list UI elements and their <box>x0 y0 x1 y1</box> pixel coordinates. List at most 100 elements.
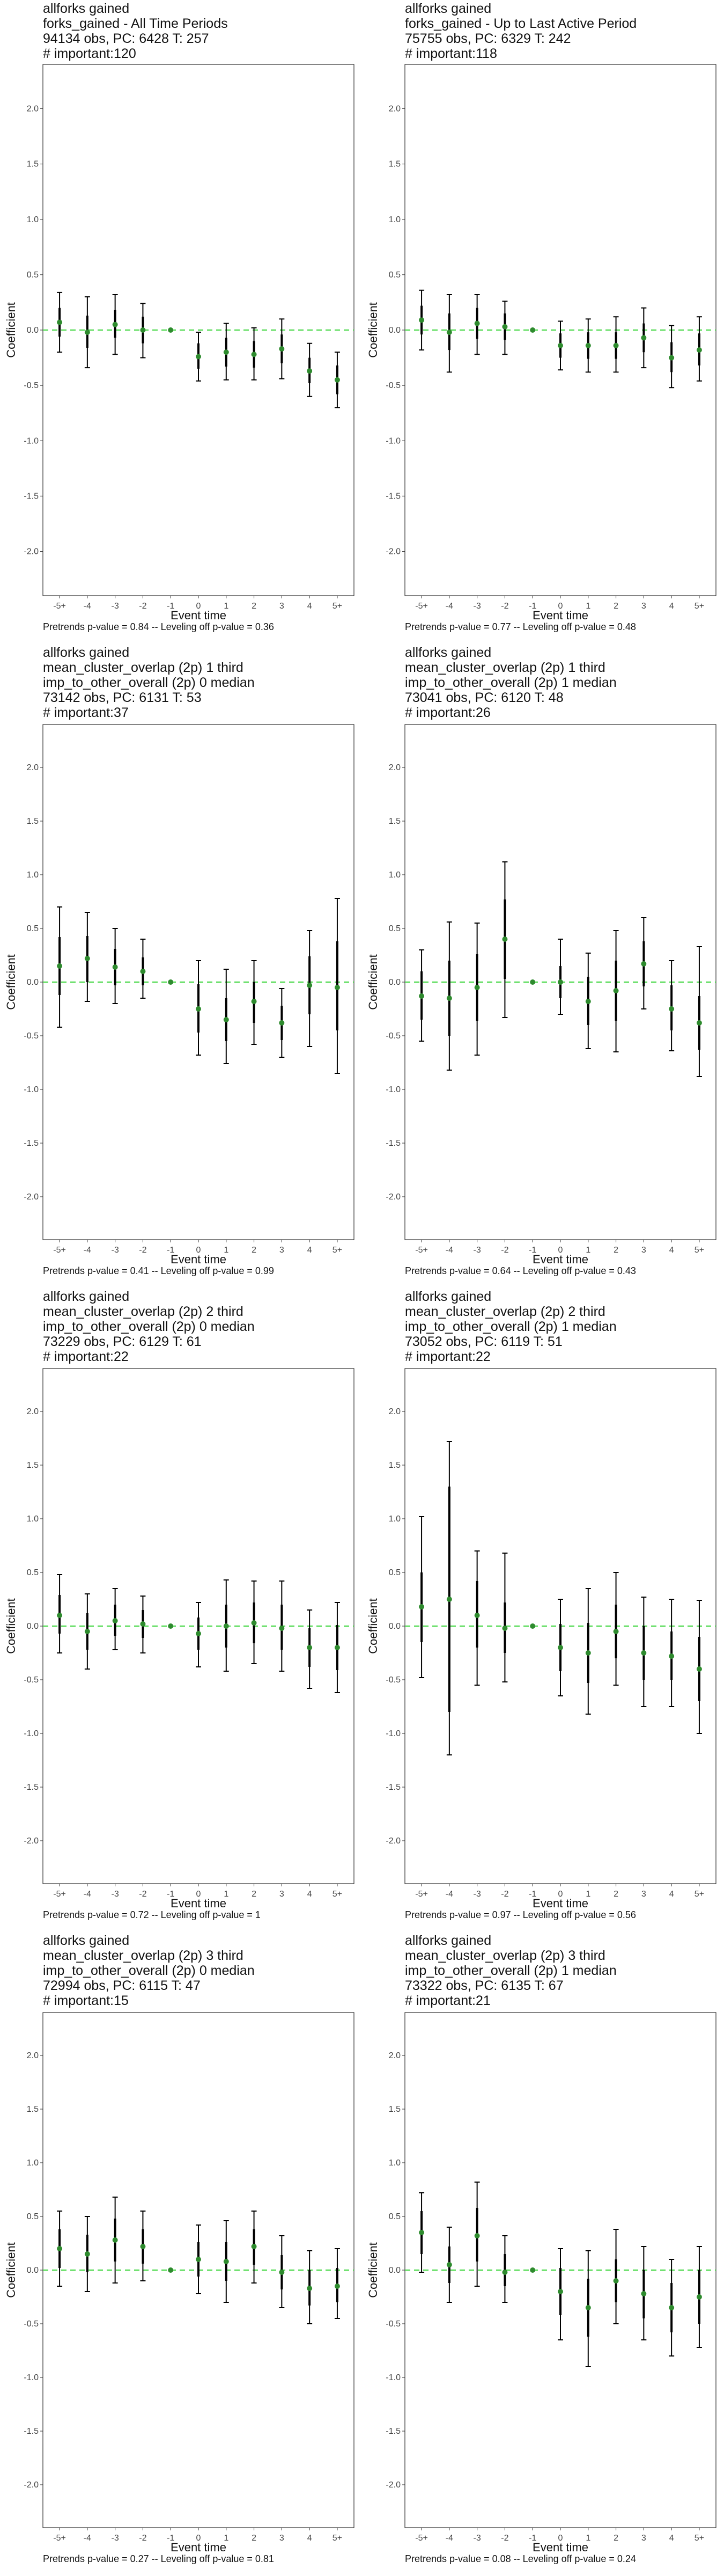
y-tick-label: 1.0 <box>389 1514 401 1524</box>
pvalue-caption: Pretrends p-value = 0.64 -- Leveling off… <box>405 1265 636 1276</box>
y-tick-label: -0.5 <box>24 1675 39 1685</box>
chart-title-line: allforks gained <box>405 1933 492 1948</box>
coefficient-point <box>696 2294 702 2300</box>
y-axis-title: Coefficient <box>4 2242 18 2298</box>
chart-title-line: forks_gained - Up to Last Active Period <box>405 16 637 31</box>
coefficient-point <box>558 2289 563 2294</box>
x-tick-label: -2 <box>501 1246 508 1255</box>
chart-title: allforks gained mean_cluster_overlap (2p)… <box>43 1933 255 2008</box>
x-tick-label: -5+ <box>415 1890 428 1899</box>
x-tick-label: -4 <box>84 1246 91 1255</box>
x-tick-label: 5+ <box>695 1890 704 1899</box>
y-tick-label: 1.0 <box>27 870 39 880</box>
x-tick-label: 3 <box>279 2534 284 2543</box>
chart-title-line: # important:22 <box>405 1349 491 1364</box>
chart-title-line: imp_to_other_overall (2p) 0 median <box>43 1319 255 1334</box>
x-tick-label: 5+ <box>333 1246 342 1255</box>
coefficient-point <box>279 1020 285 1026</box>
x-tick-label: 3 <box>641 2534 646 2543</box>
coefficient-point <box>307 983 313 988</box>
y-tick-label: 2.0 <box>27 2051 39 2060</box>
y-tick-label: 1.0 <box>389 215 401 224</box>
coefficient-point <box>613 1629 619 1634</box>
y-tick-label: 0.0 <box>27 326 39 335</box>
x-tick-label: 2 <box>614 602 618 611</box>
x-tick-label: 2 <box>252 2534 256 2543</box>
x-tick-label: 1 <box>224 2534 228 2543</box>
x-tick-label: 1 <box>586 2534 590 2543</box>
x-tick-label: -3 <box>474 2534 481 2543</box>
x-tick-label: -1 <box>529 2534 536 2543</box>
coefficient-point <box>613 342 619 348</box>
y-tick-label: -0.5 <box>386 381 401 390</box>
y-tick-label: 0.5 <box>389 924 401 933</box>
coefficient-point <box>613 2278 619 2284</box>
chart-title-line: mean_cluster_overlap (2p) 2 third <box>405 1304 605 1319</box>
x-tick-label: 4 <box>307 602 312 611</box>
x-tick-label: 4 <box>669 1890 674 1899</box>
coefficient-point <box>307 2286 313 2291</box>
chart-svg: -2.0 -1.5 -1.0 -0.5 0.0 0.5 1.0 1.5 2.0 -5+ -4 -3 -2… <box>366 2012 716 2554</box>
x-tick-label: 5+ <box>333 2534 342 2543</box>
coefficient-point <box>279 1626 285 1631</box>
coefficient-point <box>474 1613 480 1618</box>
pvalue-caption: Pretrends p-value = 0.84 -- Leveling off… <box>43 621 274 632</box>
coefficient-point <box>140 327 146 333</box>
x-tick-label: -3 <box>112 602 119 611</box>
y-tick-label: 2.0 <box>389 763 401 772</box>
chart-title-line: imp_to_other_overall (2p) 1 median <box>405 675 617 690</box>
y-tick-label: -1.0 <box>386 1085 401 1094</box>
pvalue-caption: Pretrends p-value = 0.41 -- Leveling off… <box>43 1265 274 1276</box>
chart-title-line: imp_to_other_overall (2p) 0 median <box>43 675 255 690</box>
x-tick-label: -1 <box>529 1246 536 1255</box>
chart-title-line: 73041 obs, PC: 6120 T: 48 <box>405 690 564 705</box>
x-tick-label: -3 <box>474 602 481 611</box>
y-tick-label: -1.0 <box>24 2373 39 2382</box>
y-tick-label: -1.0 <box>386 436 401 445</box>
chart-title-line: 72994 obs, PC: 6115 T: 47 <box>43 1978 201 1993</box>
coefficient-point <box>196 1631 201 1636</box>
x-tick-label: 1 <box>586 602 590 611</box>
chart-title-line: allforks gained <box>405 1289 492 1304</box>
coefficient-point <box>585 342 591 348</box>
x-tick-label: -5+ <box>53 2534 66 2543</box>
coefficient-point <box>669 2305 675 2310</box>
chart-panel: allforks gained mean_cluster_overlap (2p)… <box>0 644 362 1288</box>
coefficient-point <box>196 354 201 360</box>
x-tick-label: -5+ <box>415 602 428 611</box>
chart-title-line: 73229 obs, PC: 6129 T: 61 <box>43 1334 202 1349</box>
coefficient-point <box>530 979 536 985</box>
x-tick-label: 0 <box>558 2534 563 2543</box>
x-tick-label: 3 <box>641 602 646 611</box>
x-tick-label: -2 <box>139 1246 146 1255</box>
y-tick-label: -1.5 <box>386 1783 401 1792</box>
x-tick-label: -2 <box>501 2534 508 2543</box>
x-tick-label: 3 <box>279 1246 284 1255</box>
y-tick-label: -2.0 <box>24 547 39 557</box>
y-axis-title: Coefficient <box>366 954 380 1010</box>
y-axis-title: Coefficient <box>366 302 380 358</box>
coefficient-point <box>446 1597 452 1602</box>
y-tick-label: -0.5 <box>386 1031 401 1041</box>
pvalue-caption: Pretrends p-value = 0.08 -- Leveling off… <box>405 2553 636 2564</box>
y-tick-label: 1.0 <box>27 215 39 224</box>
coefficient-point <box>112 2237 118 2243</box>
chart-title-line: # important:22 <box>43 1349 129 1364</box>
x-tick-label: 0 <box>558 602 563 611</box>
coefficient-point <box>474 985 480 990</box>
coefficient-point <box>446 2262 452 2267</box>
coefficient-point <box>334 2284 340 2289</box>
chart-title-line: allforks gained <box>43 1 130 16</box>
x-tick-label: -2 <box>139 1890 146 1899</box>
coefficient-point <box>502 2270 508 2275</box>
y-tick-label: -2.0 <box>24 1192 39 1202</box>
coefficient-point <box>696 347 702 353</box>
chart-title-line: mean_cluster_overlap (2p) 1 third <box>405 660 605 675</box>
x-axis-title: Event time <box>171 1897 226 1910</box>
y-tick-label: 0.0 <box>27 1622 39 1631</box>
coefficient-point <box>669 1006 675 1012</box>
y-tick-label: 1.5 <box>27 817 39 826</box>
coefficient-point <box>307 1645 313 1650</box>
coefficient-point <box>168 327 174 333</box>
chart-title-line: 73322 obs, PC: 6135 T: 67 <box>405 1978 564 1993</box>
